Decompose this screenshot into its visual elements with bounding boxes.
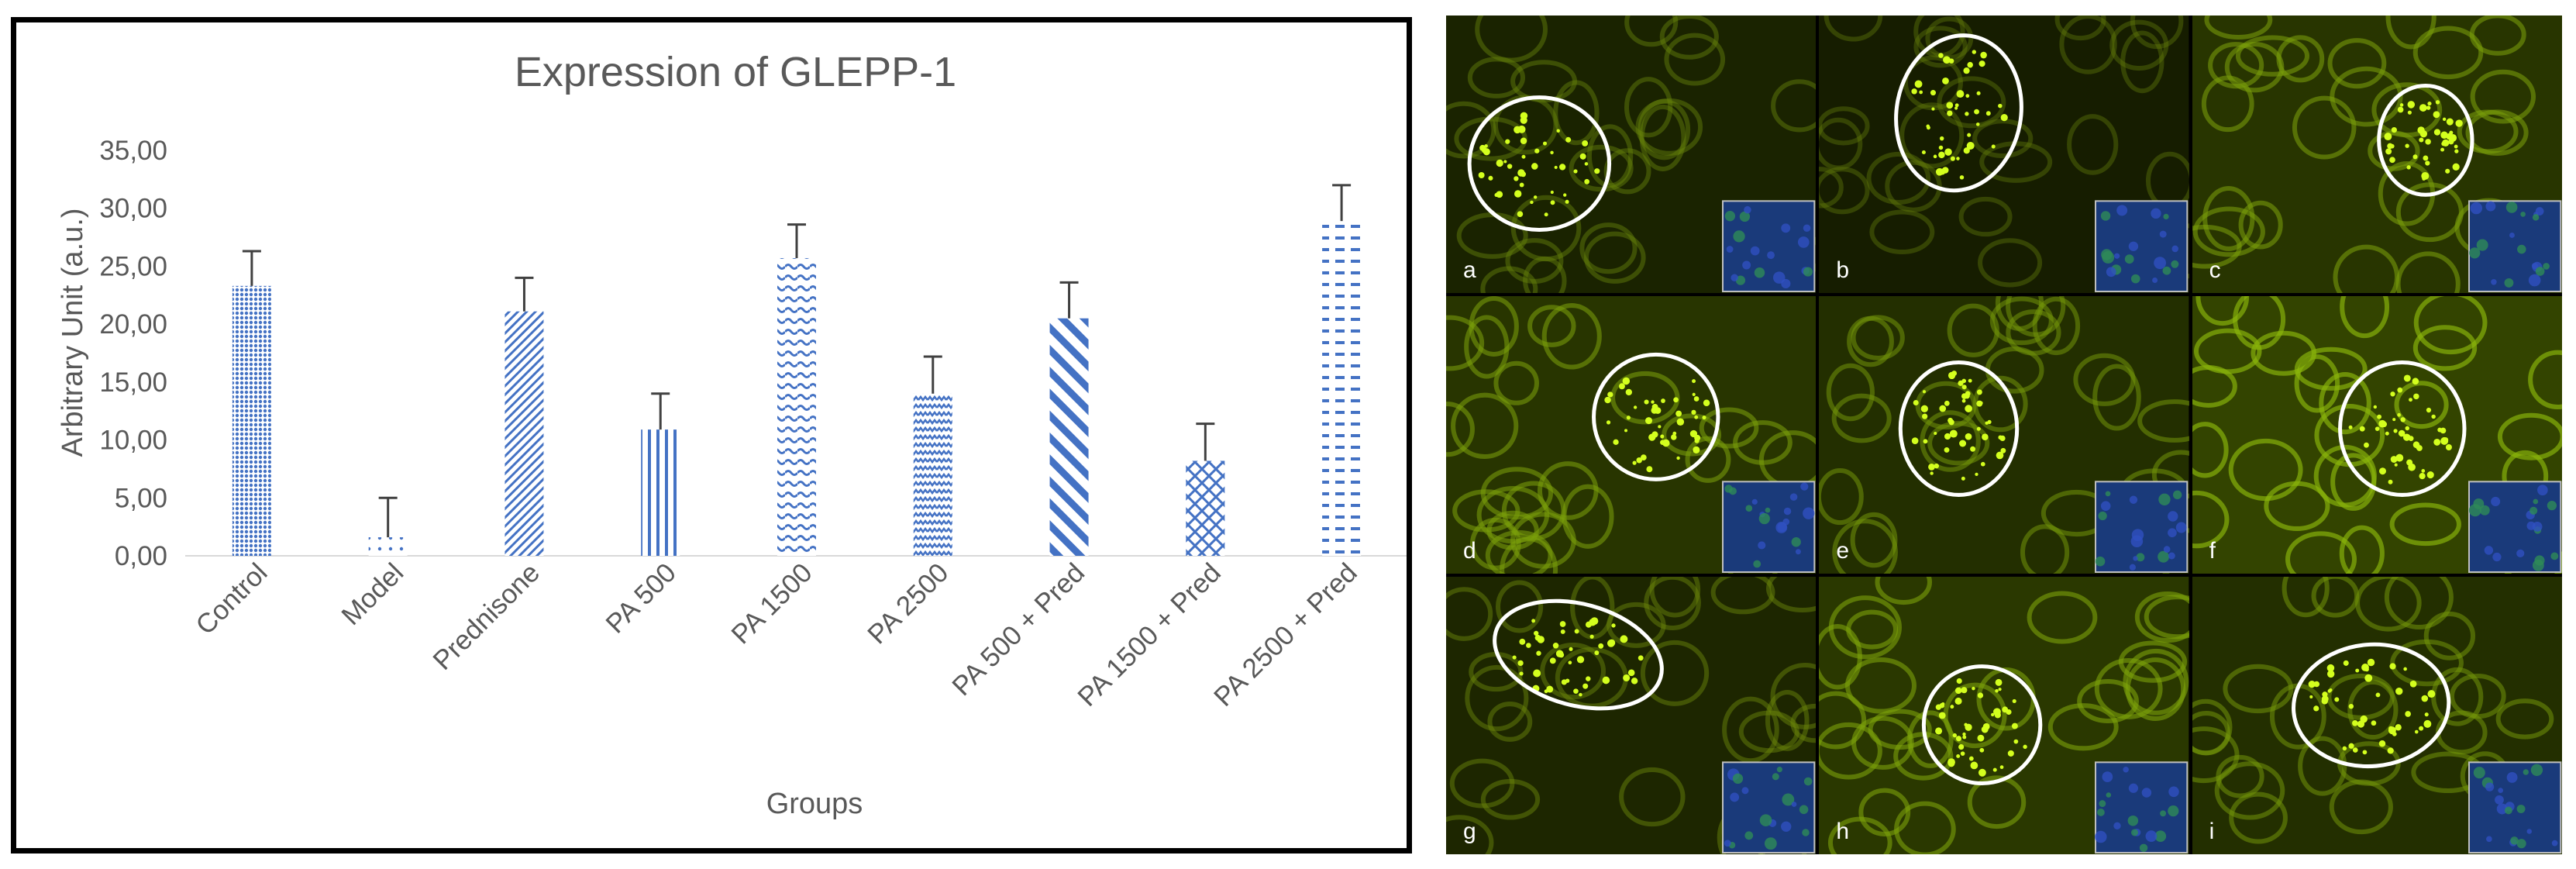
- fluorescence-image: [1819, 296, 2189, 574]
- panel-letter: f: [2209, 538, 2216, 564]
- micrograph-panel: a b c d e f g h i: [1446, 16, 2562, 854]
- bar-pa-1500-pred: [1186, 460, 1225, 556]
- y-tick-label: 15,00: [99, 367, 167, 398]
- panel-letter: h: [1836, 819, 1850, 844]
- micrograph-e: e: [1819, 296, 2189, 574]
- panel-letter: a: [1463, 257, 1476, 283]
- glomerulus-marker: [1922, 664, 2043, 786]
- fluorescence-image: [2192, 296, 2562, 574]
- bar-pa-500: [641, 429, 680, 556]
- y-tick-label: 30,00: [99, 194, 167, 224]
- x-tick-label: PA 500 + Pred: [946, 557, 1090, 702]
- fluorescence-image: [1446, 577, 1817, 854]
- x-axis-label: Groups: [766, 788, 863, 820]
- error-bar: [1196, 422, 1215, 461]
- bar-chart: Expression of GLEPP-1 Arbitrary Unit (a.…: [57, 49, 1407, 820]
- fluorescence-image: [1446, 296, 1817, 574]
- error-bar: [651, 392, 670, 430]
- fluorescence-image: [1446, 16, 1817, 293]
- error-bar: [515, 276, 534, 312]
- error-bar: [787, 223, 806, 258]
- inset-image: [1721, 481, 1816, 573]
- glomerulus-marker: [1899, 360, 2020, 497]
- glomerulus-marker: [1894, 33, 2024, 193]
- fluorescence-image: [2192, 16, 2562, 293]
- panel-letter: g: [1463, 819, 1476, 844]
- glomerulus-marker: [1592, 352, 1720, 481]
- x-tick-label: PA 500: [600, 557, 682, 640]
- glomerulus-marker: [1467, 95, 1612, 233]
- error-bar: [378, 496, 398, 538]
- bar-pa-1500: [777, 257, 816, 556]
- glomerulus-marker: [2337, 360, 2467, 497]
- micrograph-g: g: [1446, 577, 1817, 854]
- bar-pa-500-pred: [1049, 318, 1089, 556]
- micrograph-c: c: [2192, 16, 2562, 293]
- x-axis-ticks: Control Model Prednisone PA 500 PA 1500 PA 25…: [190, 557, 1363, 712]
- y-axis-label: Arbitrary Unit (a.u.): [57, 209, 89, 457]
- panel-letter: d: [1463, 538, 1476, 564]
- micrograph-b: b: [1819, 16, 2189, 293]
- x-tick-label: PA 1500: [725, 557, 818, 650]
- y-axis-ticks: 0,00 5,00 10,00 15,00 20,00 25,00 30,00 35,00: [99, 136, 167, 571]
- y-tick-label: 0,00: [115, 541, 167, 571]
- y-tick-label: 35,00: [99, 136, 167, 166]
- glomerulus-marker: [2291, 642, 2450, 769]
- x-tick-label: PA 2500 + Pred: [1208, 557, 1363, 712]
- error-bar: [1059, 281, 1079, 319]
- y-tick-label: 20,00: [99, 309, 167, 340]
- x-tick-label: PA 1500 + Pred: [1072, 557, 1227, 712]
- y-tick-label: 10,00: [99, 426, 167, 456]
- x-tick-label: Prednisone: [427, 557, 546, 676]
- micrograph-f: f: [2192, 296, 2562, 574]
- fluorescence-image: [2192, 577, 2562, 854]
- panel-letter: c: [2209, 257, 2221, 283]
- chart-title: Expression of GLEPP-1: [515, 49, 956, 95]
- bar-model: [368, 537, 408, 556]
- x-tick-label: Control: [190, 557, 273, 640]
- error-bar: [242, 250, 261, 286]
- micrograph-i: i: [2192, 577, 2562, 854]
- inset-image: [2468, 481, 2561, 573]
- x-tick-label: Model: [336, 557, 409, 631]
- bar-pa-2500-pred: [1322, 221, 1362, 556]
- fluorescence-image: [1819, 577, 2189, 854]
- glomerulus-marker: [2376, 83, 2474, 197]
- micrograph-d: d: [1446, 296, 1817, 574]
- panel-letter: e: [1836, 538, 1850, 564]
- fluorescence-image: [1819, 16, 2189, 293]
- panel-letter: b: [1836, 257, 1850, 283]
- y-tick-label: 5,00: [115, 483, 167, 513]
- micrograph-h: h: [1819, 577, 2189, 854]
- error-bar: [1332, 184, 1352, 222]
- bar-pa-2500: [913, 393, 952, 556]
- bar-control: [232, 285, 271, 556]
- chart-panel: Expression of GLEPP-1 Arbitrary Unit (a.…: [11, 17, 1412, 853]
- x-tick-label: PA 2500: [862, 557, 954, 650]
- error-bar: [923, 355, 942, 394]
- micrograph-a: a: [1446, 16, 1817, 293]
- bars: [232, 184, 1362, 556]
- panel-letter: i: [2209, 819, 2215, 844]
- glomerulus-marker: [1493, 598, 1664, 711]
- y-tick-label: 25,00: [99, 251, 167, 281]
- bar-prednisone: [505, 311, 544, 556]
